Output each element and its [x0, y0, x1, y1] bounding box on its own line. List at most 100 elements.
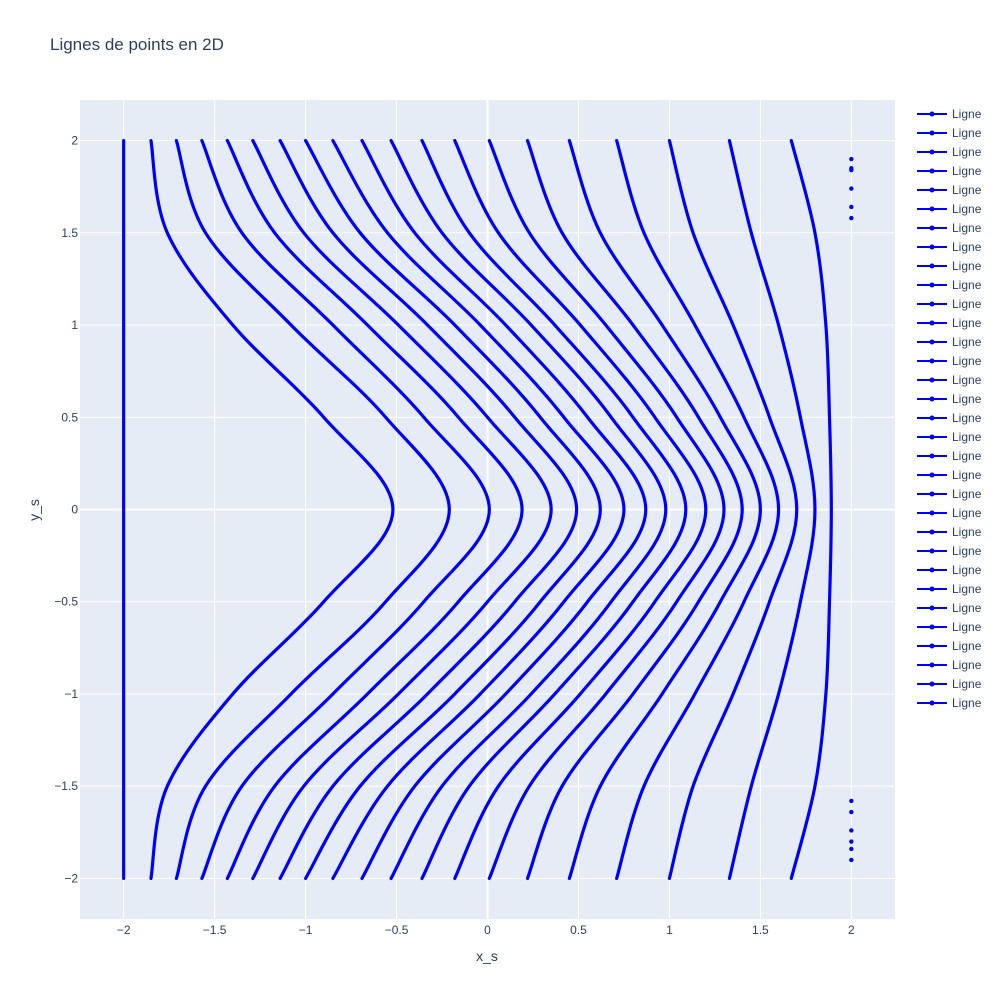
legend-marker: [929, 700, 935, 706]
legend-label: Ligne: [952, 506, 982, 520]
legend-item[interactable]: Ligne: [917, 563, 982, 577]
legend-label: Ligne: [952, 126, 982, 140]
series-line: [525, 138, 744, 881]
x-tick-label: 0.5: [570, 923, 587, 937]
legend-item[interactable]: Ligne: [917, 145, 982, 159]
y-tick-label: 2: [71, 134, 78, 148]
y-axis-title: y_s: [26, 499, 42, 521]
legend-label: Ligne: [952, 278, 982, 292]
legend-marker: [929, 510, 935, 516]
series-line: [487, 138, 726, 881]
series-line: [360, 138, 648, 881]
x-axis-title: x_s: [476, 948, 498, 964]
legend-item[interactable]: Ligne: [917, 202, 982, 216]
legend-item[interactable]: Ligne: [917, 221, 982, 235]
legend-item[interactable]: Ligne: [917, 354, 982, 368]
x-tick-label: −0.5: [385, 923, 409, 937]
legend-item[interactable]: Ligne: [917, 107, 982, 121]
x-tick-label: 1.5: [752, 923, 769, 937]
legend-marker: [929, 491, 935, 497]
legend-marker: [929, 377, 935, 383]
legend-item[interactable]: Ligne: [917, 126, 982, 140]
series-point: [849, 809, 854, 815]
legend-item[interactable]: Ligne: [917, 240, 982, 254]
legend-item[interactable]: Ligne: [917, 335, 982, 349]
legend-item[interactable]: Ligne: [917, 677, 982, 691]
legend-item[interactable]: Ligne: [917, 658, 982, 672]
legend-item[interactable]: Ligne: [917, 278, 982, 292]
legend-marker: [929, 624, 935, 630]
legend-item[interactable]: Ligne: [917, 525, 982, 539]
legend-marker: [929, 643, 935, 649]
series-layer: [122, 138, 854, 881]
legend-marker: [929, 320, 935, 326]
y-tick-label: 1: [71, 318, 78, 332]
legend-label: Ligne: [952, 221, 982, 235]
legend-marker: [929, 434, 935, 440]
series-line: [789, 138, 833, 881]
legend-item[interactable]: Ligne: [917, 696, 982, 710]
y-tick-label: 0: [71, 503, 78, 517]
legend-item[interactable]: Ligne: [917, 183, 982, 197]
legend-label: Ligne: [952, 430, 982, 444]
series-point: [849, 828, 854, 833]
series-line: [453, 138, 708, 881]
legend-item[interactable]: Ligne: [917, 639, 982, 653]
legend-item[interactable]: Ligne: [917, 601, 982, 615]
series-line: [420, 138, 688, 881]
series-line: [331, 138, 626, 881]
series-point: [849, 204, 854, 210]
series-line: [567, 138, 762, 881]
x-tick-label: −2: [117, 923, 131, 937]
x-tick-label: 1: [666, 923, 673, 937]
series-point: [849, 167, 854, 173]
series-point: [849, 857, 854, 863]
tick-labels: −2 −1.5 −1 −0.5 0 0.5 1 1.5 2 −2 −1.5 −1 −0.5 0 0.5 1 1.…: [54, 134, 855, 937]
series-line: [727, 138, 817, 881]
legend-label: Ligne: [952, 316, 982, 330]
legend-marker: [929, 567, 935, 573]
legend-item[interactable]: Ligne: [917, 449, 982, 463]
legend-marker: [929, 339, 935, 345]
legend-label: Ligne: [952, 582, 982, 596]
legend-item[interactable]: Ligne: [917, 392, 982, 406]
legend-item[interactable]: Ligne: [917, 582, 982, 596]
legend-item[interactable]: Ligne: [917, 259, 982, 273]
chart-title: Lignes de points en 2D: [50, 35, 224, 54]
legend-label: Ligne: [952, 449, 982, 463]
legend-marker: [929, 453, 935, 459]
legend-marker: [929, 548, 935, 554]
series-line: [225, 138, 524, 881]
legend-marker: [929, 681, 935, 687]
legend-item[interactable]: Ligne: [917, 468, 982, 482]
legend-item[interactable]: Ligne: [917, 316, 982, 330]
legend-label: Ligne: [952, 107, 982, 121]
legend-marker: [929, 472, 935, 478]
x-tick-label: 0: [484, 923, 491, 937]
legend-label: Ligne: [952, 487, 982, 501]
series-point: [849, 846, 854, 852]
legend-marker: [929, 206, 935, 212]
legend-item[interactable]: Ligne: [917, 620, 982, 634]
legend-label: Ligne: [952, 677, 982, 691]
x-tick-label: 2: [848, 923, 855, 937]
legend-label: Ligne: [952, 354, 982, 368]
legend-item[interactable]: Ligne: [917, 544, 982, 558]
legend[interactable]: Ligne Ligne Ligne Ligne Ligne Ligne Ligne Ligne…: [917, 107, 982, 710]
legend-marker: [929, 605, 935, 611]
legend-item[interactable]: Ligne: [917, 506, 982, 520]
x-tick-label: −1: [299, 923, 313, 937]
legend-label: Ligne: [952, 601, 982, 615]
legend-label: Ligne: [952, 411, 982, 425]
series-line: [303, 138, 602, 881]
legend-item[interactable]: Ligne: [917, 297, 982, 311]
legend-item[interactable]: Ligne: [917, 487, 982, 501]
legend-item[interactable]: Ligne: [917, 411, 982, 425]
legend-item[interactable]: Ligne: [917, 430, 982, 444]
legend-item[interactable]: Ligne: [917, 164, 982, 178]
legend-item[interactable]: Ligne: [917, 373, 982, 387]
legend-marker: [929, 358, 935, 364]
legend-marker: [929, 187, 935, 193]
series-point: [849, 186, 854, 191]
legend-label: Ligne: [952, 696, 982, 710]
